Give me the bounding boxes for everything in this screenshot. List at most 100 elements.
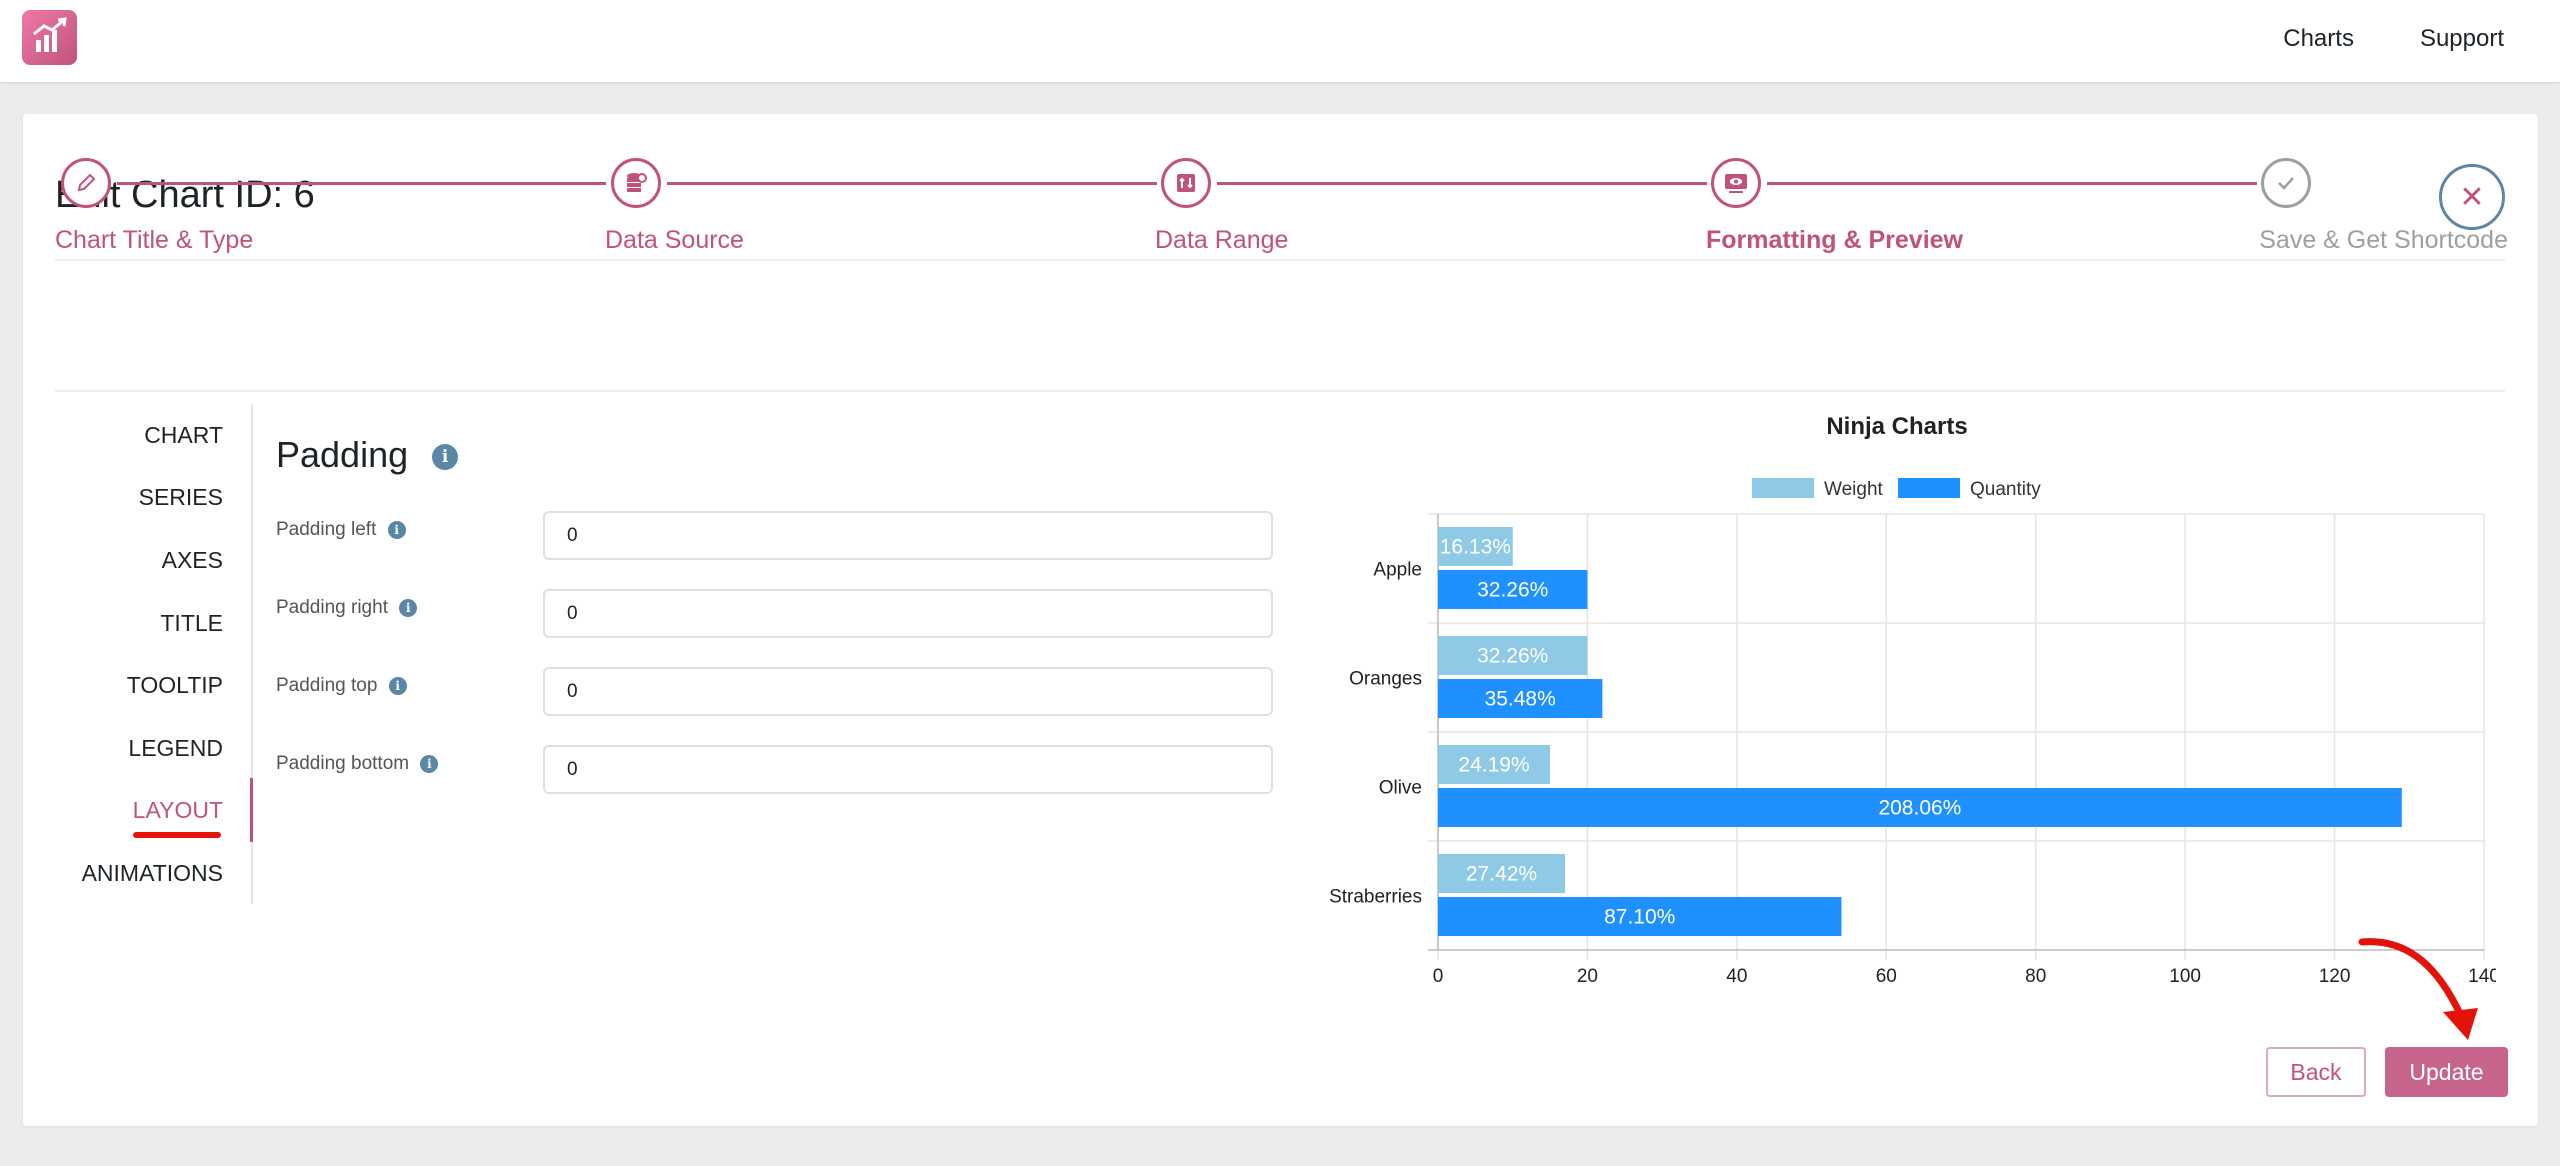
annotation-underline [133,832,221,838]
legend-label-quantity: Quantity [1970,479,2041,500]
step-2-circle[interactable] [611,158,661,208]
update-button[interactable]: Update [2385,1047,2508,1097]
padding-right-input[interactable]: 0 [543,589,1273,638]
chart-title: Ninja Charts [1826,413,1967,440]
app-logo[interactable] [22,10,77,65]
divider [55,390,2505,392]
tab-series[interactable]: SERIES [138,484,223,510]
nav-support[interactable]: Support [2419,25,2504,52]
bar-quantity [1438,788,2402,827]
padding-left-label: Padding left i [276,519,406,541]
tab-axes[interactable]: AXES [161,547,223,573]
padding-top-label: Padding top i [276,675,407,697]
database-icon [627,173,647,192]
step-5-circle[interactable] [2261,158,2311,208]
preview-icon [1725,174,1747,193]
back-button[interactable]: Back [2266,1047,2366,1097]
data-label: 32.26% [1477,579,1548,602]
padding-bottom-input[interactable]: 0 [543,745,1273,794]
top-bar: Charts Support [0,0,2560,82]
bar-quantity [1438,570,1588,609]
step-connector [1767,182,2257,185]
chart-logo-icon [33,17,67,52]
info-icon[interactable]: i [420,754,439,773]
info-icon[interactable]: i [387,520,406,539]
legend-swatch-quantity [1898,478,1960,498]
step-4-circle[interactable] [1711,158,1761,208]
tab-title[interactable]: TITLE [160,610,223,636]
close-icon: ✕ [2459,180,2485,214]
step-connector [667,182,1157,185]
bar-quantity [1438,679,1603,718]
data-label: 27.42% [1466,863,1537,886]
bar-quantity [1438,897,1842,936]
legend-label-weight: Weight [1824,479,1884,500]
padding-bottom-label: Padding bottom i [276,753,439,775]
y-tick-label: Straberries [1329,887,1422,908]
data-label: 35.48% [1485,688,1556,711]
check-icon [2278,177,2294,190]
section-title: Padding i [276,434,459,476]
x-tick-label: 80 [2025,966,2046,987]
data-label: 208.06% [1878,797,1961,820]
y-tick-label: Olive [1379,778,1422,799]
step-2-label[interactable]: Data Source [605,226,744,254]
info-icon[interactable]: i [399,598,418,617]
padding-bottom-value: 0 [567,758,578,780]
tab-chart[interactable]: CHART [144,422,223,448]
x-tick-label: 0 [1433,966,1444,987]
padding-top-value: 0 [567,680,578,702]
bar-weight [1438,636,1588,675]
tab-legend[interactable]: LEGEND [128,735,223,761]
padding-right-label-text: Padding right [276,597,388,618]
y-tick-label: Oranges [1349,669,1422,690]
padding-right-value: 0 [567,602,578,624]
bar-weight [1438,745,1551,784]
x-tick-label: 100 [2169,966,2201,987]
padding-top-input[interactable]: 0 [543,667,1273,716]
data-label: 32.26% [1477,645,1548,668]
active-tab-indicator [250,778,253,842]
step-connector [117,182,606,185]
step-3-circle[interactable] [1161,158,1211,208]
step-4-label[interactable]: Formatting & Preview [1706,226,1963,254]
padding-bottom-label-text: Padding bottom [276,753,410,774]
close-button[interactable]: ✕ [2439,164,2505,230]
x-tick-label: 140 [2468,966,2496,987]
bar-weight [1438,527,1513,566]
info-icon[interactable]: i [432,444,459,471]
step-5-label[interactable]: Save & Get Shortcode [2259,226,2508,254]
pencil-icon [77,173,96,192]
data-label: 16.13% [1440,536,1511,559]
x-tick-label: 20 [1577,966,1598,987]
step-connector [1217,182,1707,185]
legend-swatch-weight [1752,478,1814,498]
annotation-arrow [2358,938,2478,1040]
bar-weight [1438,854,1566,893]
padding-top-label-text: Padding top [276,675,378,696]
padding-left-value: 0 [567,524,578,546]
x-tick-label: 40 [1726,966,1747,987]
step-1-circle[interactable] [61,158,111,208]
chart-preview: Ninja Charts Weight Quantity 0 20 40 60 80 100 12… [1329,413,2496,987]
nav-charts[interactable]: Charts [2283,25,2354,52]
settings-tabs: CHART SERIES AXES TITLE TOOLTIP LEGEND L… [32,404,253,904]
range-icon [1177,174,1195,192]
edit-chart-card: Edit Chart ID: 6 ✕ [23,114,2538,1126]
step-1-label[interactable]: Chart Title & Type [55,226,254,254]
x-tick-label: 60 [1876,966,1897,987]
divider [55,259,2505,261]
section-title-text: Padding [276,434,409,475]
step-3-label[interactable]: Data Range [1155,226,1289,254]
padding-left-input[interactable]: 0 [543,511,1273,560]
x-tick-label: 120 [2319,966,2351,987]
tab-tooltip[interactable]: TOOLTIP [126,672,223,698]
data-label: 24.19% [1458,754,1529,777]
y-tick-label: Apple [1373,560,1422,581]
padding-left-label-text: Padding left [276,519,377,540]
tab-layout[interactable]: LAYOUT [132,797,223,823]
data-label: 87.10% [1604,906,1675,929]
tab-animations[interactable]: ANIMATIONS [81,860,223,886]
padding-right-label: Padding right i [276,597,418,619]
info-icon[interactable]: i [388,676,407,695]
